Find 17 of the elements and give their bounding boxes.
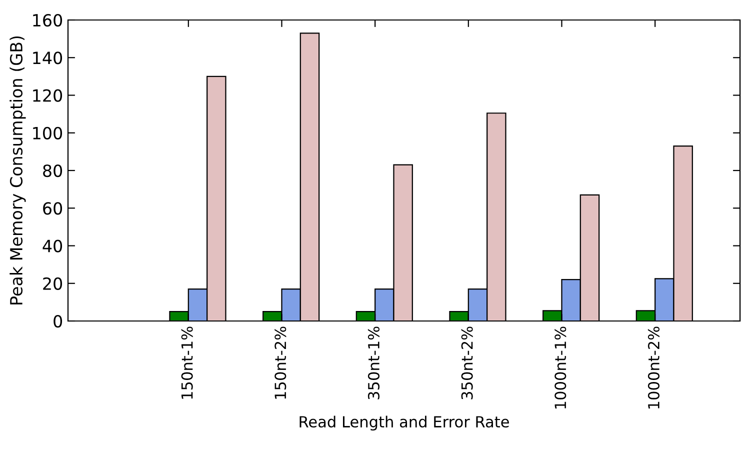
x-tick-label: 1000nt-2% xyxy=(648,326,660,408)
x-axis-title: Read Length and Error Rate xyxy=(300,416,509,431)
x-tick-label: 350nt-2% xyxy=(461,326,473,400)
y-tick-label: 140 xyxy=(33,52,62,64)
y-tick-label: 80 xyxy=(43,164,62,178)
x-tick-label: 150nt-1% xyxy=(181,326,193,399)
y-tick-label: 60 xyxy=(43,202,62,215)
y-axis-title: Peak Memory Consumption (GB) xyxy=(10,36,26,304)
y-tick-label: 160 xyxy=(33,14,62,27)
y-tick-label: 40 xyxy=(42,240,62,252)
y-tick-label: 0 xyxy=(54,314,62,328)
x-tick-label: 350nt-1% xyxy=(368,326,380,400)
y-tick-label: 120 xyxy=(33,89,62,102)
y-tick-label: 20 xyxy=(43,277,62,290)
x-tick-label: 150nt-2% xyxy=(274,326,286,399)
y-tick-label: 100 xyxy=(33,126,62,140)
x-tick-label: 1000nt-1% xyxy=(554,326,566,408)
